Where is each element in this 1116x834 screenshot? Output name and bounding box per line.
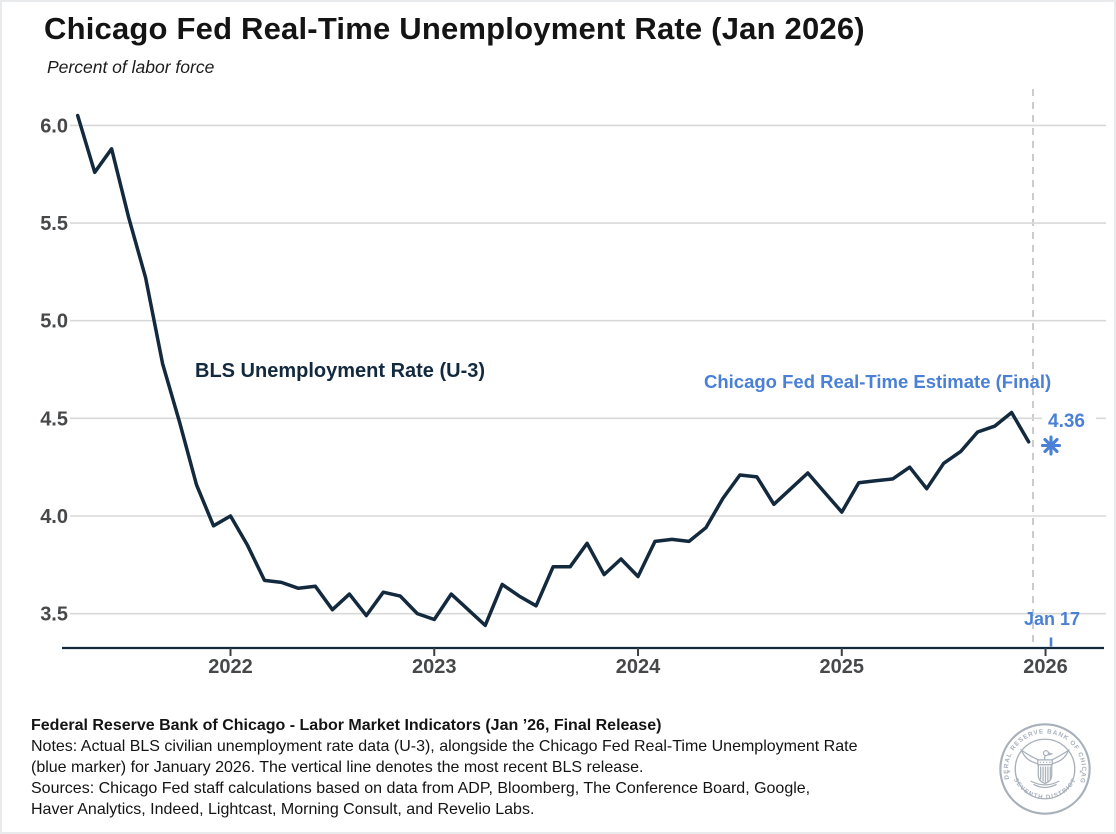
x-tick-label: 2026	[1023, 656, 1068, 678]
y-tick-label: 6.0	[40, 115, 68, 137]
seal-star-left: ✶	[1007, 769, 1011, 775]
estimate-label-backdrop	[1042, 406, 1096, 432]
seal-star-right: ✶	[1079, 769, 1083, 775]
release-date-label: Jan 17	[1024, 609, 1080, 629]
x-tick-label: 2024	[616, 656, 661, 678]
y-tick-label: 5.5	[40, 213, 68, 235]
footer-notes-line-2: (blue marker) for January 2026. The vert…	[31, 759, 644, 776]
x-tick-label: 2025	[820, 656, 865, 678]
footer-notes: Federal Reserve Bank of Chicago - Labor …	[31, 715, 1021, 820]
x-tick-label: 2022	[208, 656, 253, 678]
seal-inner-ring	[1014, 738, 1076, 800]
chicago-fed-seal-logo: FEDERAL RESERVE BANK OF CHICAGO SEVENTH …	[997, 721, 1091, 815]
unemployment-line-chart: 6.0 5.5 5.0 4.5 4.0 3.5 2022 2023 2024 2025 2026 B…	[40, 89, 1106, 678]
chart-title: Chicago Fed Real-Time Unemployment Rate …	[44, 11, 865, 46]
footer-notes-line-1: Notes: Actual BLS civilian unemployment …	[31, 738, 858, 755]
series-label-bls: BLS Unemployment Rate (U-3)	[195, 360, 485, 382]
footer-sources-line-1: Sources: Chicago Fed staff calculations …	[31, 780, 811, 797]
bls-series-line	[75, 113, 1031, 628]
seal-eagle-emblem	[1020, 748, 1070, 789]
series-label-estimate: Chicago Fed Real-Time Estimate (Final)	[704, 371, 1051, 392]
footer-title: Federal Reserve Bank of Chicago - Labor …	[31, 717, 662, 734]
x-tick-label: 2023	[412, 656, 457, 678]
chart-subtitle: Percent of labor force	[47, 57, 215, 77]
seal-outer-ring	[999, 723, 1091, 815]
y-tick-label: 4.0	[40, 506, 68, 528]
y-tick-label: 3.5	[40, 604, 68, 626]
y-tick-label: 4.5	[40, 408, 68, 430]
estimate-value-label: 4.36	[1048, 411, 1085, 432]
estimate-asterisk-marker	[1040, 435, 1062, 456]
y-tick-label: 5.0	[40, 311, 68, 333]
footer-sources-line-2: Haver Analytics, Indeed, Lightcast, Morn…	[31, 801, 535, 818]
